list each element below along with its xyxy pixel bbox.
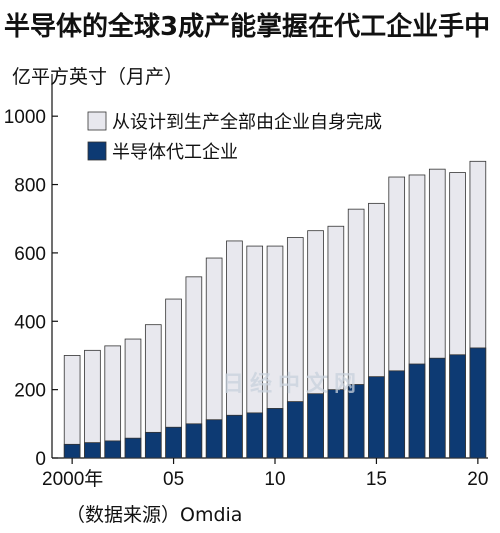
y-tick-label: 400 <box>14 312 46 333</box>
y-tick-label: 1000 <box>4 107 46 128</box>
bar-foundry <box>347 384 365 459</box>
bar-foundry <box>368 376 385 459</box>
bar-foundry <box>63 443 81 459</box>
legend-swatch-foundry <box>87 141 107 161</box>
bar-foundry <box>286 401 304 459</box>
bar-foundry <box>388 370 406 459</box>
bar-foundry <box>307 393 324 459</box>
y-tick-label: 0 <box>35 449 46 470</box>
legend-label-foundry: 半导体代工企业 <box>112 142 238 163</box>
bar-foundry <box>408 363 426 459</box>
x-tick-label: 10 <box>264 469 285 490</box>
bar-foundry <box>469 347 487 459</box>
bar-total <box>84 349 101 459</box>
y-tick-label: 600 <box>14 244 46 265</box>
bar-total <box>63 355 81 459</box>
x-tick-label: 05 <box>163 469 184 490</box>
x-tick-label: 20 <box>467 469 488 490</box>
data-source: （数据来源）Omdia <box>66 504 243 526</box>
chart-title: 半导体的全球3成产能掌握在代工企业手中 <box>4 12 491 42</box>
bar-foundry <box>104 440 122 459</box>
legend-label-total: 从设计到生产全部由企业自身完成 <box>112 112 382 133</box>
bar-foundry <box>246 412 264 459</box>
bar-foundry <box>185 423 203 459</box>
x-tick-label: 15 <box>366 469 387 490</box>
x-tick-label: 2000年 <box>42 468 103 490</box>
watermark: 日经中文网 <box>222 372 363 397</box>
bar-foundry <box>428 357 446 459</box>
bar-foundry <box>449 354 466 459</box>
bar-foundry <box>327 389 345 459</box>
bar-foundry <box>266 408 284 459</box>
bar-foundry <box>226 414 243 459</box>
bar-foundry <box>205 419 223 459</box>
bar-foundry <box>84 442 101 459</box>
y-axis-unit-label: 亿平方英寸（月产） <box>12 66 184 88</box>
y-tick-label: 800 <box>14 176 46 197</box>
bar-foundry <box>144 431 162 459</box>
legend-swatch-total <box>87 111 107 131</box>
bar-foundry <box>124 437 142 459</box>
y-tick-label: 200 <box>14 381 46 402</box>
bar-foundry <box>165 426 182 459</box>
